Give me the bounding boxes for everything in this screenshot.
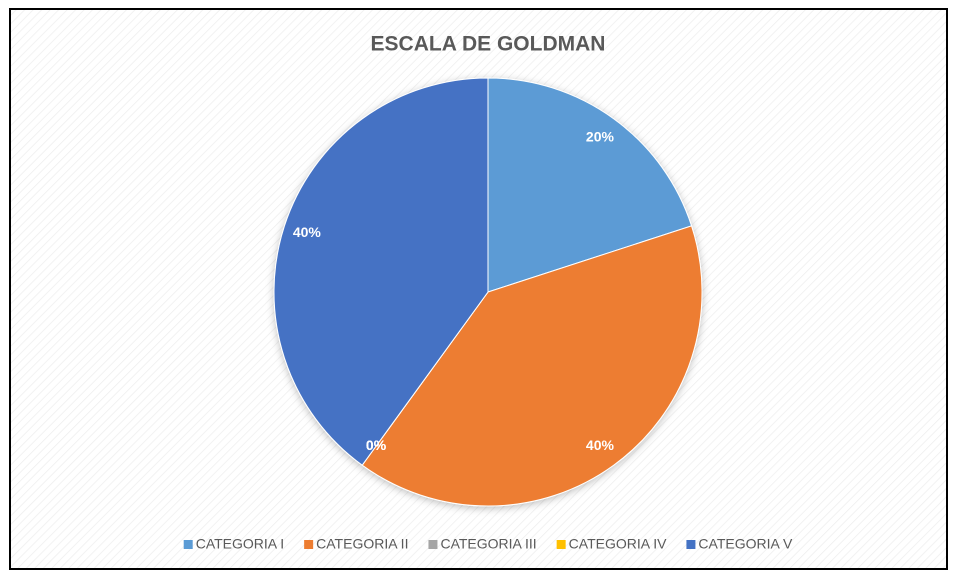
legend-swatch: [304, 540, 314, 549]
chart-title: ESCALA DE GOLDMAN: [371, 33, 606, 56]
legend-label: CATEGORIA II: [316, 536, 408, 552]
data-label: 40%: [586, 437, 615, 453]
legend: CATEGORIA I CATEGORIA II CATEGORIA III CATE…: [183, 536, 793, 552]
data-labels: 20%40%0%0%40%: [293, 129, 615, 453]
data-label: 0%: [366, 437, 387, 453]
legend-label: CATEGORIA I: [196, 536, 284, 552]
pie-slice: [273, 77, 489, 466]
legend-label: CATEGORIA IV: [569, 536, 667, 552]
data-label: 20%: [586, 129, 615, 145]
legend-swatch: [428, 540, 438, 549]
legend-swatch: [686, 540, 696, 549]
pie-slice: [487, 77, 693, 293]
legend-label: CATEGORIA III: [440, 536, 536, 552]
legend-label: CATEGORIA V: [698, 536, 793, 552]
pie: [273, 77, 703, 507]
pie-slice: [361, 225, 703, 507]
data-label: 40%: [293, 224, 322, 240]
data-label: 0%: [366, 437, 387, 453]
legend-swatch: [183, 540, 193, 549]
legend-swatch: [556, 540, 566, 549]
